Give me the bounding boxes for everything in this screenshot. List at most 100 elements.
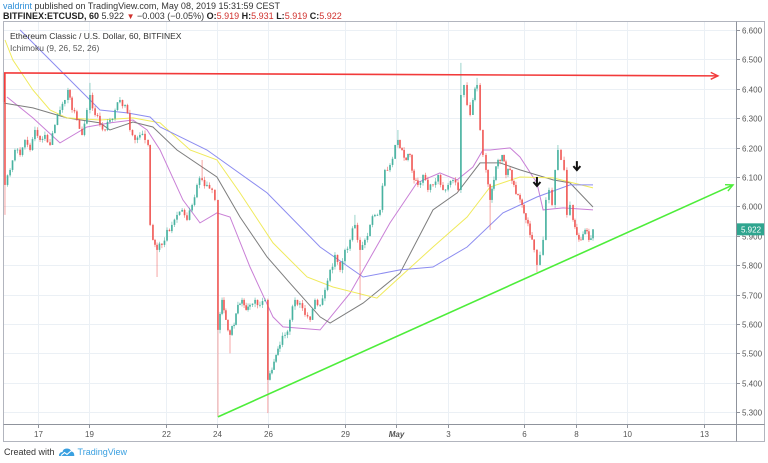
- candle-body: [273, 361, 275, 370]
- publish-text: published on TradingView.com, May 08, 20…: [32, 1, 281, 11]
- price-tick-label: 5.600: [742, 321, 763, 330]
- candle-body: [286, 331, 289, 335]
- down-arrow-icon[interactable]: [532, 176, 542, 188]
- candle-body: [206, 184, 208, 187]
- candle-body: [69, 89, 71, 98]
- candle-body: [487, 169, 489, 185]
- candle-body: [309, 316, 311, 320]
- indicator-line: [4, 39, 594, 299]
- candle-body: [529, 223, 531, 235]
- candle-body: [249, 304, 251, 307]
- candle-body: [509, 168, 511, 170]
- candle-body: [580, 239, 582, 241]
- candle-body: [389, 164, 391, 171]
- price-tick-label: 6.100: [742, 174, 763, 183]
- candle-body: [379, 209, 381, 215]
- candle-body: [432, 184, 434, 186]
- candle-body: [517, 193, 519, 195]
- candle-body: [569, 204, 571, 215]
- candle-body: [254, 299, 256, 304]
- candle-body: [411, 154, 413, 171]
- candle-body: [371, 216, 374, 225]
- candle-body: [545, 199, 547, 240]
- time-tick-label: 3: [446, 430, 451, 439]
- low-label: L:: [276, 11, 285, 21]
- close-label: C:: [309, 11, 320, 21]
- indicator-legend[interactable]: Ichimoku (9, 26, 52, 26): [10, 43, 100, 53]
- candle-body: [217, 199, 219, 330]
- candle-body: [14, 149, 16, 161]
- candle-body: [247, 306, 249, 310]
- tradingview-brand-link[interactable]: TradingView: [77, 447, 128, 457]
- candle-body: [491, 188, 493, 200]
- candle-body: [405, 157, 407, 160]
- time-tick-label: 13: [700, 430, 709, 439]
- candle-body: [359, 239, 361, 250]
- support-trend-line[interactable]: [217, 184, 735, 418]
- time-axis[interactable]: 17 19 22 24 26 29 May 3 6 8 10 13: [34, 425, 709, 439]
- candle-body: [233, 324, 235, 327]
- candle-body: [227, 319, 229, 331]
- candle-body: [531, 234, 533, 240]
- candle-body: [413, 170, 415, 180]
- candle-body: [221, 299, 223, 314]
- candle-body: [336, 254, 339, 262]
- price-axis[interactable]: 6.600 6.500 6.400 6.300 6.200 6.100 6.000 5.900…: [737, 27, 764, 418]
- chart-grid: [4, 22, 736, 424]
- candle-body: [341, 261, 344, 270]
- candle-body: [59, 109, 61, 115]
- candle-body: [485, 154, 487, 170]
- candle-body: [203, 179, 206, 187]
- candle-body: [415, 179, 417, 181]
- candle-body: [291, 306, 294, 320]
- candle-body: [361, 245, 364, 250]
- price-tick-label: 6.200: [742, 145, 763, 154]
- candle-body: [324, 289, 326, 299]
- candle-body: [31, 139, 34, 150]
- candle-body: [284, 334, 286, 336]
- price-tick-label: 6.000: [742, 203, 763, 212]
- candle-body: [136, 137, 139, 140]
- candle-body: [245, 305, 247, 310]
- candle-body: [294, 299, 296, 307]
- high-value: 5.931: [251, 11, 274, 21]
- candle-body: [321, 298, 324, 305]
- candle-body: [152, 224, 154, 240]
- price-change: −0.003 (−0.05%): [137, 11, 205, 21]
- candle-body: [334, 254, 336, 267]
- candle-body: [469, 104, 471, 115]
- candle-body: [163, 240, 166, 245]
- candle-body: [472, 99, 474, 115]
- drawings[interactable]: [2, 71, 735, 418]
- candle-body: [376, 214, 379, 216]
- author-link[interactable]: valdrint: [3, 1, 33, 11]
- last-price: 5.922: [101, 11, 125, 21]
- candle-body: [171, 224, 173, 232]
- candle-body: [176, 214, 178, 220]
- resistance-line[interactable]: [2, 71, 720, 102]
- candle-body: [166, 229, 168, 241]
- candle-body: [158, 243, 161, 250]
- chart-legend-title: Ethereum Classic / U.S. Dollar, 60, BITF…: [10, 31, 182, 41]
- candle-body: [401, 148, 403, 150]
- candle-body: [503, 154, 505, 162]
- candle-body: [592, 229, 594, 239]
- candle-body: [466, 84, 468, 105]
- candle-body: [296, 299, 299, 305]
- candle-body: [507, 168, 509, 175]
- down-arrow-icon[interactable]: [572, 161, 582, 172]
- candle-body: [584, 229, 586, 235]
- time-tick-label: 19: [85, 430, 94, 439]
- candle-body: [178, 211, 181, 215]
- candle-body: [495, 166, 497, 180]
- candle-body: [237, 304, 239, 314]
- candle-body: [319, 304, 321, 306]
- candle-body: [73, 109, 76, 112]
- candle-body: [131, 129, 134, 136]
- candle-body: [563, 159, 565, 170]
- candle-body: [101, 124, 104, 130]
- price-tick-label: 5.500: [742, 350, 763, 359]
- time-tick-label: 8: [574, 430, 579, 439]
- candle-body: [557, 149, 559, 170]
